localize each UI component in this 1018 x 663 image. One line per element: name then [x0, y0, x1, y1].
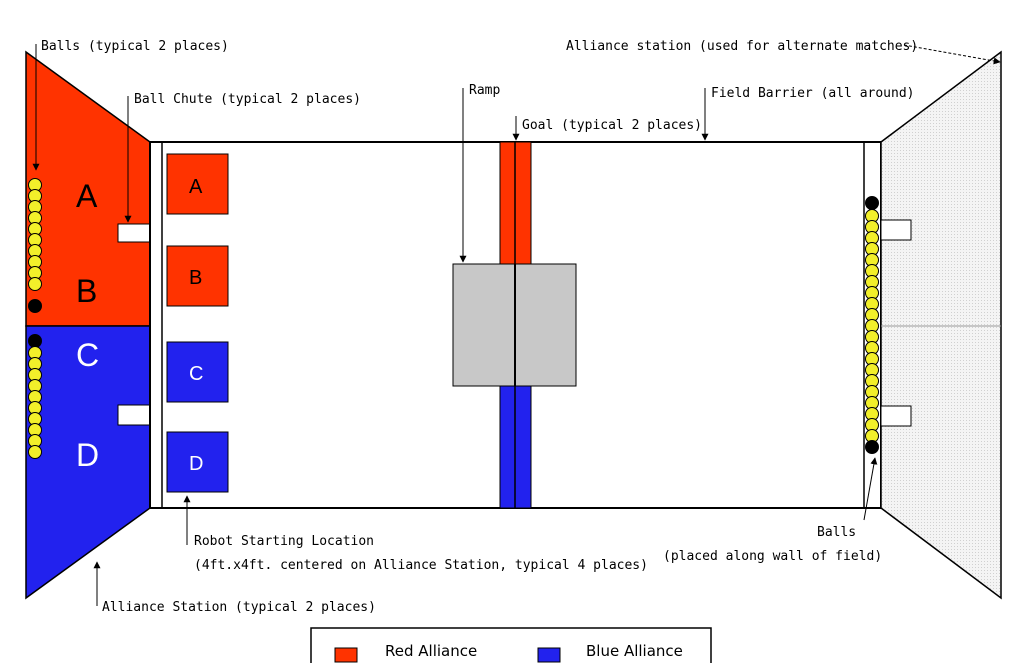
label-balls-right-2: (placed along wall of field) — [663, 549, 882, 564]
start-box-d — [166, 431, 229, 493]
ball-chute-right-top — [880, 219, 912, 241]
start-box-a — [166, 153, 229, 215]
legend-box — [310, 627, 712, 663]
black-ball — [28, 299, 42, 313]
label-alliance-station: Alliance Station (typical 2 places) — [102, 600, 376, 615]
label-balls-right-1: Balls — [817, 525, 856, 540]
label-alliance-station-alt: Alliance station (used for alternate mat… — [566, 39, 918, 54]
start-box-label-a: A — [189, 176, 203, 198]
start-box-b — [166, 245, 229, 307]
station-label-c: C — [76, 337, 99, 373]
ball-chute-left-top — [117, 223, 151, 243]
label-goal: Goal (typical 2 places) — [522, 118, 702, 133]
label-ball-chute: Ball Chute (typical 2 places) — [134, 92, 361, 107]
station-label-b: B — [76, 273, 97, 309]
balls-left — [28, 178, 42, 459]
alternate-alliance-station — [880, 50, 1002, 600]
station-label-d: D — [76, 437, 99, 473]
arrow-alliance-station-alt — [903, 44, 1001, 65]
start-box-c — [166, 341, 229, 403]
ball-chute-left-bottom — [117, 404, 151, 426]
ball — [28, 277, 42, 291]
label-balls-top: Balls (typical 2 places) — [41, 39, 229, 54]
legend-red-swatch — [334, 647, 358, 663]
legend-red-label: Red Alliance — [385, 642, 477, 660]
legend-blue-swatch — [537, 647, 561, 663]
start-box-label-c: C — [189, 363, 203, 385]
black-ball — [865, 196, 879, 210]
legend-blue-label: Blue Alliance — [586, 642, 683, 660]
ball — [28, 445, 42, 459]
label-robot-start-2: (4ft.x4ft. centered on Alliance Station,… — [194, 558, 648, 573]
label-field-barrier: Field Barrier (all around) — [711, 86, 915, 101]
black-ball — [865, 440, 879, 454]
start-box-label-d: D — [189, 453, 203, 475]
station-label-a: A — [76, 178, 98, 214]
ball-chute-right-bottom — [880, 405, 912, 427]
label-ramp: Ramp — [469, 83, 500, 98]
label-robot-start-1: Robot Starting Location — [194, 534, 374, 549]
balls-right — [865, 196, 879, 454]
start-box-label-b: B — [189, 267, 202, 289]
arrow-balls-right — [863, 457, 878, 521]
black-ball — [28, 334, 42, 348]
